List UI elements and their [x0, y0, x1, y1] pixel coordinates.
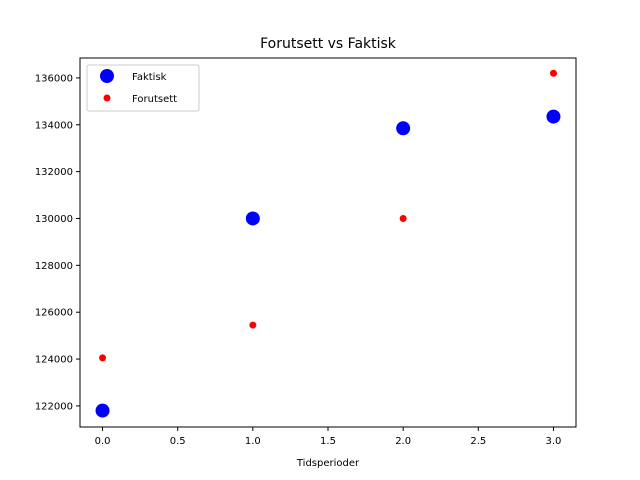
point-forutsett-1 [249, 321, 257, 329]
point-faktisk-1 [245, 211, 260, 226]
legend-marker-forutsett [103, 94, 111, 102]
plot-area-frame [79, 57, 577, 428]
x-tick-label: 0.5 [170, 436, 186, 447]
y-tick-label: 130000 [35, 214, 73, 225]
x-tick-label: 0.0 [95, 436, 111, 447]
point-faktisk-0 [95, 403, 110, 418]
x-axis: 0.0 0.5 1.0 1.5 2.0 2.5 3.0 [95, 427, 562, 447]
y-tick-label: 134000 [35, 120, 73, 131]
point-forutsett-3 [549, 69, 557, 77]
y-tick-label: 132000 [35, 167, 73, 178]
legend-label-faktisk: Faktisk [132, 72, 167, 83]
y-tick-label: 122000 [35, 401, 73, 412]
point-forutsett-2 [399, 214, 407, 222]
data-points [95, 69, 561, 418]
y-axis: 122000 124000 126000 128000 130000 132000 1340… [35, 73, 80, 412]
chart-title: Forutsett vs Faktisk [260, 36, 397, 52]
y-tick-label: 126000 [35, 308, 73, 319]
y-tick-label: 128000 [35, 261, 73, 272]
x-tick-label: 3.0 [546, 436, 562, 447]
x-tick-label: 2.0 [395, 436, 411, 447]
x-tick-label: 1.5 [320, 436, 336, 447]
legend: Faktisk Forutsett [86, 64, 200, 112]
point-faktisk-3 [546, 109, 561, 124]
x-tick-label: 1.0 [245, 436, 261, 447]
y-tick-label: 124000 [35, 355, 73, 366]
y-tick-label: 136000 [35, 73, 73, 84]
x-tick-label: 2.5 [470, 436, 486, 447]
x-axis-title: Tidsperioder [296, 458, 360, 469]
point-forutsett-0 [99, 354, 107, 362]
legend-label-forutsett: Forutsett [132, 94, 177, 105]
point-faktisk-2 [396, 121, 411, 136]
legend-box [86, 64, 200, 112]
legend-marker-faktisk [100, 69, 114, 83]
